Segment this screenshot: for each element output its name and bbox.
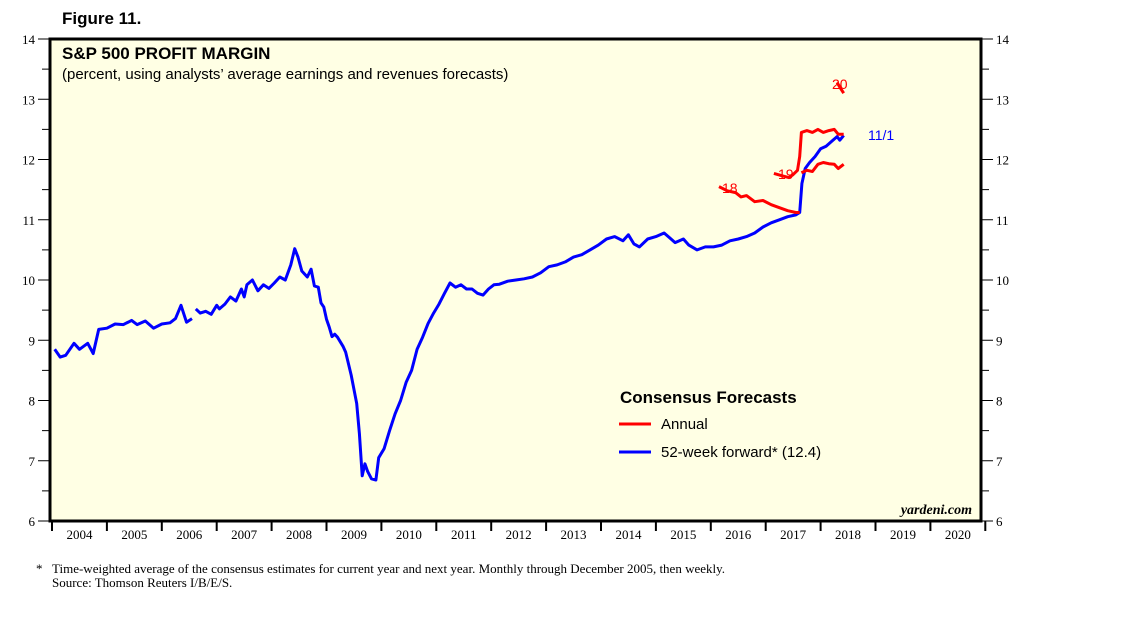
left-y-tick-label: 7 <box>29 454 36 469</box>
x-tick-label: 2005 <box>121 527 147 542</box>
left-y-tick-label: 13 <box>22 92 35 107</box>
source-note: Source: Thomson Reuters I/B/E/S. <box>52 575 233 590</box>
x-tick-label: 2008 <box>286 527 312 542</box>
left-y-axis: 6 7 8 9 10 11 12 13 14 <box>22 32 50 529</box>
x-tick-label: 2004 <box>66 527 93 542</box>
x-axis: 2004 2005 2006 2007 2008 2009 2010 2011 2012 2013… <box>51 521 987 542</box>
series-52-week-forward-line <box>53 303 193 359</box>
right-y-axis: 6 7 8 9 10 11 12 13 14 <box>981 32 1010 529</box>
legend-label-forward: 52-week forward* (12.4) <box>661 444 821 461</box>
footnote-marker: * <box>36 561 43 576</box>
annotation-18: 18 <box>722 180 738 196</box>
right-y-tick-label: 8 <box>996 394 1003 409</box>
left-y-tick-label: 9 <box>29 333 36 348</box>
x-tick-label: 2014 <box>615 527 642 542</box>
right-y-tick-label: 10 <box>996 273 1009 288</box>
legend-label-annual: Annual <box>661 416 708 433</box>
x-tick-label: 2013 <box>561 527 587 542</box>
left-y-tick-label: 10 <box>22 273 35 288</box>
x-tick-label: 2006 <box>176 527 203 542</box>
left-y-tick-label: 6 <box>29 514 36 529</box>
x-tick-label: 2020 <box>945 527 971 542</box>
right-y-tick-label: 13 <box>996 92 1009 107</box>
figure-label: Figure 11. <box>62 9 141 28</box>
right-y-tick-label: 6 <box>996 514 1003 529</box>
annotation-20: 20 <box>832 76 848 92</box>
left-y-tick-label: 12 <box>22 153 35 168</box>
series-annual-2018-line <box>718 185 800 214</box>
chart-title: S&P 500 PROFIT MARGIN <box>62 44 270 63</box>
footnote: * Time-weighted average of the consensus … <box>36 562 725 590</box>
x-tick-label: 2010 <box>396 527 422 542</box>
series-annual-2019-line <box>773 127 844 180</box>
x-tick-label: 2017 <box>780 527 807 542</box>
series-layer <box>53 81 845 482</box>
brand-watermark: yardeni.com <box>899 503 972 518</box>
series-52-week-forward-line <box>194 134 845 482</box>
right-y-tick-label: 12 <box>996 153 1009 168</box>
left-y-tick-label: 14 <box>22 32 36 47</box>
right-y-tick-label: 9 <box>996 333 1003 348</box>
legend: Consensus Forecasts Annual 52-week forwa… <box>619 388 821 461</box>
series-annual-2019-second-line <box>800 161 845 175</box>
x-tick-label: 2019 <box>890 527 916 542</box>
right-y-tick-label: 7 <box>996 454 1003 469</box>
x-tick-label: 2015 <box>670 527 696 542</box>
annotation-19: 19 <box>778 166 794 182</box>
x-tick-label: 2009 <box>341 527 367 542</box>
left-y-tick-label: 8 <box>29 394 36 409</box>
chart-subtitle: (percent, using analysts’ average earnin… <box>62 66 508 83</box>
plot-frame <box>48 37 983 523</box>
series-annual-2020-line <box>835 81 845 95</box>
right-y-tick-label: 14 <box>996 32 1010 47</box>
legend-title: Consensus Forecasts <box>620 388 797 407</box>
x-tick-label: 2018 <box>835 527 861 542</box>
annotation-latest-date: 11/1 <box>868 127 894 143</box>
right-y-tick-label: 11 <box>996 213 1009 228</box>
footnote-text: Time-weighted average of the consensus e… <box>52 561 726 576</box>
left-y-tick-label: 11 <box>22 213 35 228</box>
x-tick-label: 2016 <box>725 527 752 542</box>
x-tick-label: 2007 <box>231 527 258 542</box>
x-tick-label: 2011 <box>451 527 477 542</box>
x-tick-label: 2012 <box>506 527 532 542</box>
